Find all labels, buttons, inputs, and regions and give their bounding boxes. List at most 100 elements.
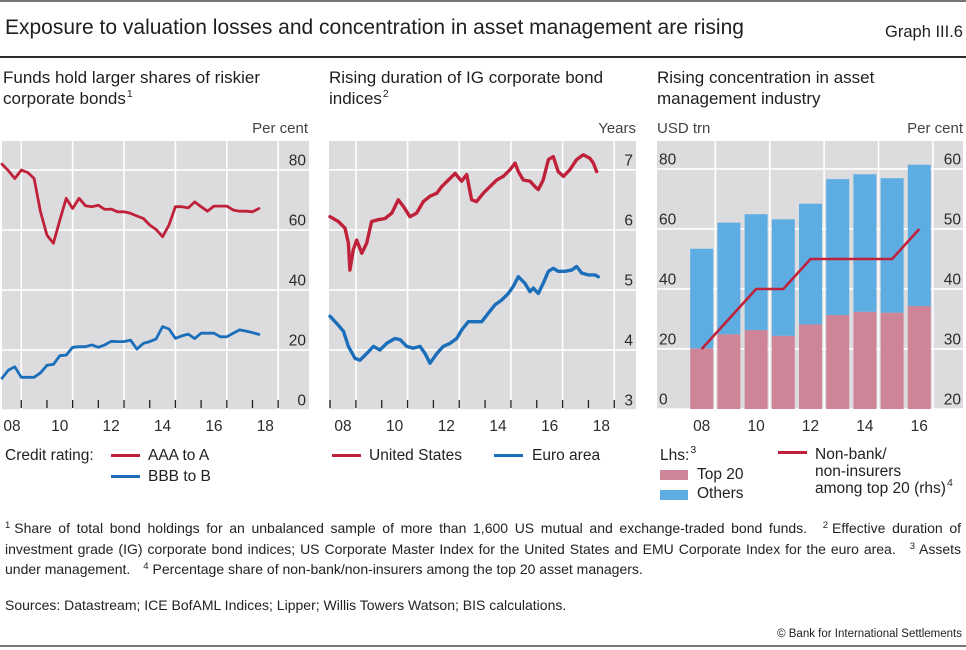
x-tick-label: 16 [911, 418, 928, 435]
bar-others [799, 203, 822, 325]
bar-others [771, 219, 795, 336]
y-tick-label-left: 20 [659, 331, 677, 348]
y-tick-label-right: 60 [944, 152, 962, 169]
x-tick-label: 16 [205, 418, 222, 435]
y-tick-label-left: 80 [659, 151, 677, 168]
bar-top-20 [690, 348, 714, 409]
footnote-number: 2 [822, 520, 829, 531]
x-tick-label: 18 [593, 418, 610, 435]
legend-title-credit-rating: Credit rating: [5, 447, 94, 464]
chart-riskier-bonds: 0 20 40 60 80 08 10 12 14 16 18 [0, 141, 309, 435]
bar-top-20 [907, 306, 931, 409]
x-tick-label: 18 [257, 418, 274, 435]
top-rule [0, 0, 966, 2]
header-rule [0, 56, 966, 58]
footnote-ref: 2 [382, 88, 389, 100]
unit-label-per-cent: Per cent [252, 120, 308, 137]
footnote-4: 4 Percentage share of non-bank/non-insure… [143, 561, 643, 577]
x-tick-label: 16 [541, 418, 558, 435]
legend-label-united-states: United States [369, 447, 463, 464]
legend-swatch-euro-area [494, 454, 523, 457]
legend-label-others: Others [697, 485, 744, 502]
x-tick-label: 12 [802, 418, 819, 435]
legend-label-bbb-to-b: BBB to B [148, 468, 211, 485]
footnote-2: 2 Effective duration of investment grade … [5, 520, 961, 557]
panel-title-line: Rising duration of IG corporate bond [329, 68, 604, 87]
graph-title: Exposure to valuation losses and concent… [5, 16, 744, 39]
footnote-number: 1 [5, 520, 11, 531]
y-tick-label-right: 20 [944, 392, 962, 409]
footnote-number: 3 [909, 540, 915, 552]
chart-bond-duration: 3 4 5 6 7 08 10 12 14 16 18 [328, 141, 636, 435]
x-tick-label: 10 [51, 418, 69, 435]
x-tick-label: 10 [747, 418, 765, 435]
footnote-text: Percentage share of non-bank/non-insurer… [152, 561, 643, 577]
y-tick-label: 3 [624, 393, 633, 410]
bar-top-20 [771, 335, 795, 409]
footnote-ref: 4 [946, 477, 953, 489]
y-tick-label-left: 40 [659, 271, 677, 288]
footnote-1: 1 Share of total bond holdings for an unb… [5, 520, 807, 536]
panel-title-text: indices [329, 89, 382, 108]
legend-label-non-bank: Non-bank/ non-insurers among top 20 (rhs… [815, 446, 953, 497]
sources-note: Sources: Datastream; ICE BofAML Indices;… [5, 597, 567, 613]
bar-others [880, 178, 904, 313]
series-line-non-bank-share [700, 228, 921, 350]
bar-top-20 [744, 330, 768, 409]
panel-title-text: corporate bonds [3, 89, 126, 108]
legend-lhs-text: Lhs: [660, 447, 690, 464]
y-tick-label: 7 [624, 152, 633, 169]
bar-top-20 [717, 334, 741, 409]
y-tick-label: 20 [289, 333, 307, 350]
x-tick-label: 08 [3, 418, 20, 435]
panel-title-riskier-bonds: Funds hold larger shares of riskier corp… [3, 67, 260, 109]
unit-label-per-cent-right: Per cent [907, 120, 963, 137]
bar-others [907, 164, 931, 307]
x-tick-label: 10 [386, 418, 404, 435]
footnote-ref: 3 [690, 444, 697, 456]
footnote-text: Assets under management. [5, 540, 961, 578]
y-tick-label-left: 0 [659, 392, 668, 409]
x-tick-label: 12 [103, 418, 120, 435]
legend-label-line: non-insurers [815, 463, 902, 480]
y-tick-label-right: 40 [944, 272, 962, 289]
y-tick-label-left: 60 [659, 211, 677, 228]
footnote-text: Effective duration of investment grade (… [5, 520, 961, 557]
graph-number: Graph III.6 [885, 23, 963, 41]
x-tick-label: 08 [334, 418, 351, 435]
legend-label-line: among top 20 (rhs)4 [815, 477, 953, 497]
legend-swatch-aaa-to-a [111, 454, 140, 457]
bar-top-20 [853, 311, 877, 409]
footnote-ref: 1 [126, 88, 133, 100]
bar-others [826, 179, 850, 316]
plot-area [2, 141, 309, 410]
legend-label-aaa-to-a: AAA to A [148, 447, 210, 464]
footnotes: 1 Share of total bond holdings for an unb… [5, 518, 961, 580]
bar-top-20 [880, 312, 904, 409]
legend-swatch-bbb-to-b [111, 475, 140, 478]
y-tick-label: 0 [297, 393, 306, 410]
panel-title-line: indices2 [329, 88, 603, 109]
legend-swatch-top-20 [660, 470, 688, 480]
series-line-bbb-to-b [0, 325, 261, 380]
legend-swatch-united-states [332, 454, 361, 457]
x-tick-label: 14 [489, 418, 507, 435]
chart-asset-concentration: 0 20 40 60 80 20 30 40 50 60 08 10 12 14 16 [657, 141, 963, 435]
legend-swatch-non-bank [778, 451, 807, 454]
x-tick-label: 14 [154, 418, 172, 435]
legend-swatch-others [660, 490, 688, 500]
legend-label-line: Non-bank/ [815, 446, 887, 463]
bar-others [690, 248, 714, 349]
x-tick-label: 08 [693, 418, 710, 435]
bar-top-20 [799, 324, 822, 409]
y-tick-label: 60 [289, 213, 307, 230]
y-tick-label: 4 [624, 332, 633, 349]
x-tick-label: 12 [438, 418, 455, 435]
series-line-aaa-to-a [0, 162, 261, 245]
series-line-united-states [328, 153, 599, 272]
panel-title-line: Funds hold larger shares of riskier [3, 68, 261, 87]
footnote-number: 4 [143, 561, 149, 572]
x-tick-label: 14 [856, 418, 874, 435]
bar-others [744, 214, 768, 331]
bottom-rule [0, 645, 966, 647]
